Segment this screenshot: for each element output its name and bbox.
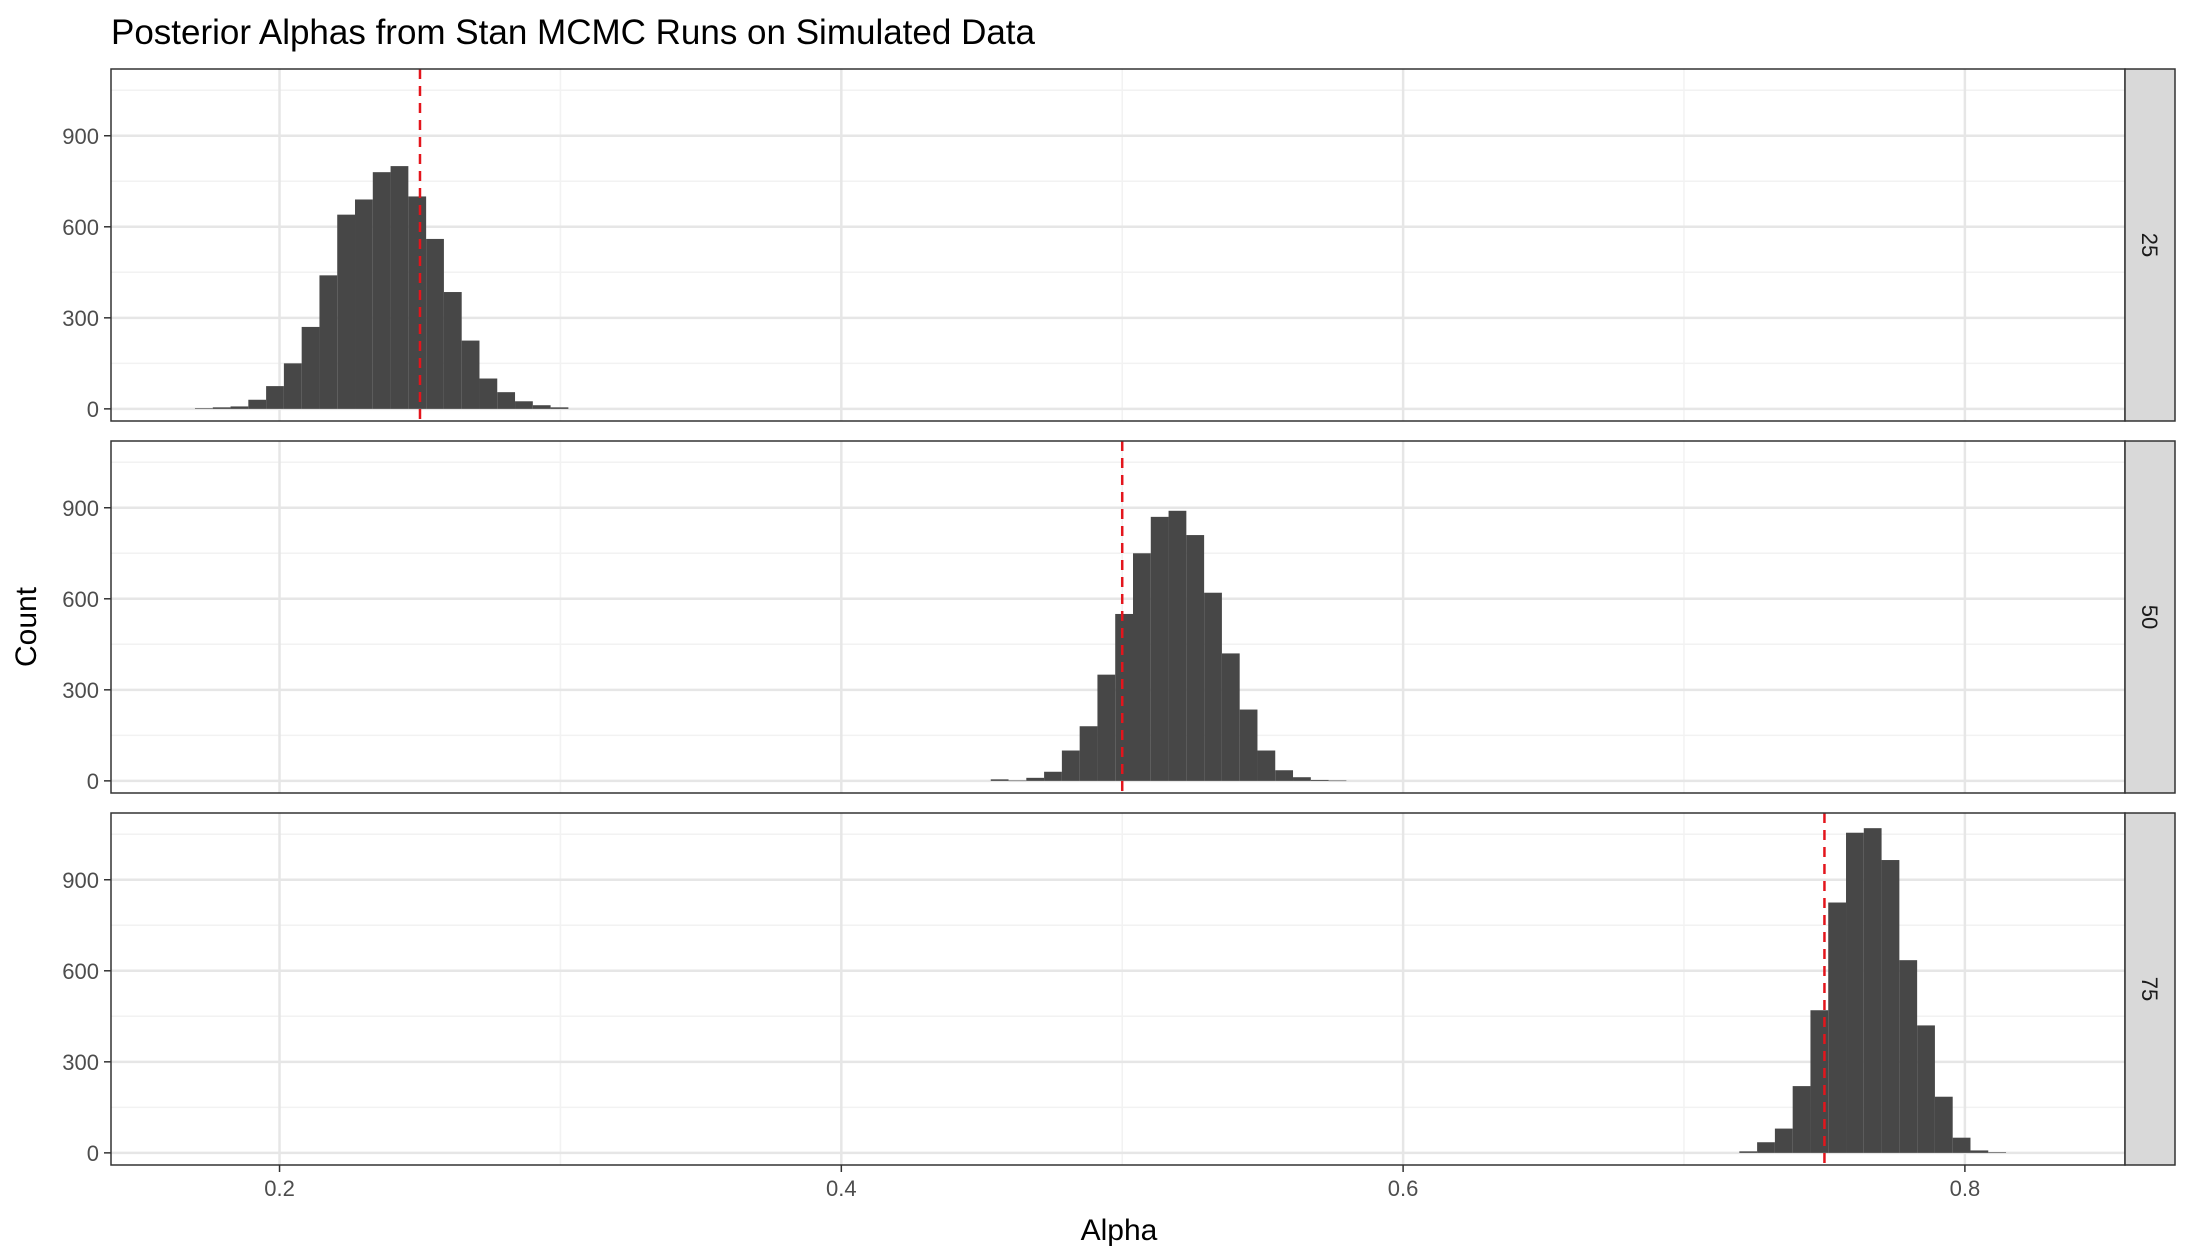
histogram-bar xyxy=(479,378,498,409)
x-tick-label: 0.8 xyxy=(1950,1176,1981,1201)
facet-strip-background xyxy=(2124,68,2176,422)
y-tick-label: 900 xyxy=(62,496,99,521)
histogram-bar xyxy=(1275,770,1294,781)
histogram-bar xyxy=(1881,860,1900,1153)
histogram-bar xyxy=(1328,780,1347,782)
histogram-bars xyxy=(194,166,569,409)
y-tick-label: 600 xyxy=(62,215,99,240)
histogram-bar xyxy=(515,401,533,409)
histogram-bar xyxy=(1008,780,1027,782)
facet-strip-label: 75 xyxy=(2137,977,2162,1001)
y-tick-label: 900 xyxy=(62,124,99,149)
histogram-bar xyxy=(1810,1010,1829,1153)
y-tick-label: 300 xyxy=(62,1050,99,1075)
histogram-bar xyxy=(1061,750,1080,781)
y-tick-label: 0 xyxy=(87,397,99,422)
histogram-bar xyxy=(532,405,551,409)
facet-strip: 25 xyxy=(2124,68,2176,422)
histogram-bar xyxy=(337,214,356,409)
histogram-bar xyxy=(230,406,249,409)
histogram-bar xyxy=(194,408,213,409)
histogram-bar xyxy=(1774,1128,1793,1153)
x-tick-label: 0.4 xyxy=(826,1176,857,1201)
x-axis-title: Alpha xyxy=(1081,1214,1158,1247)
y-axis-title: Count xyxy=(10,586,43,667)
y-tick-label: 300 xyxy=(62,306,99,331)
facet-panel-50: 0 300 600 900 50 xyxy=(62,440,2176,794)
histogram-bar xyxy=(497,392,516,409)
histogram-bar xyxy=(1970,1150,1989,1153)
histogram-bar xyxy=(1115,613,1133,781)
facet-strip-label: 25 xyxy=(2137,233,2162,257)
histogram-bar xyxy=(1952,1137,1971,1153)
histogram-bar xyxy=(355,199,373,409)
histogram-bars xyxy=(990,510,1347,782)
histogram-bar xyxy=(212,407,231,409)
histogram-bar xyxy=(1863,828,1882,1153)
histogram-bar xyxy=(1934,1096,1953,1153)
facet-strip-background xyxy=(2124,812,2176,1166)
y-tick-label: 0 xyxy=(87,769,99,794)
y-tick-label: 300 xyxy=(62,678,99,703)
histogram-bar xyxy=(390,166,409,409)
x-tick-label: 0.6 xyxy=(1388,1176,1419,1201)
facet-strip: 50 xyxy=(2124,440,2176,794)
histogram-bar xyxy=(1293,777,1311,781)
facet-panel-75: 0 300 600 900 75 xyxy=(62,812,2176,1166)
histogram-bar xyxy=(1239,709,1258,781)
histogram-bar xyxy=(1097,674,1116,781)
histogram-bar xyxy=(1257,750,1276,781)
histogram-bar xyxy=(1221,653,1240,781)
histogram-bar xyxy=(426,238,444,409)
histogram-bar xyxy=(1846,832,1864,1153)
histogram-bar xyxy=(319,275,338,409)
histogram-bar xyxy=(990,779,1009,781)
facet-strip-label: 50 xyxy=(2137,605,2162,629)
histogram-bar xyxy=(1739,1151,1758,1153)
histogram-bar xyxy=(1026,777,1045,781)
facet-panels: 0 300 600 900 25 0 300 600 900 50 0 300 600 900 75 xyxy=(62,68,2176,1166)
facet-panel-25: 0 300 600 900 25 xyxy=(62,68,2176,422)
y-tick-label: 0 xyxy=(87,1141,99,1166)
histogram-bar xyxy=(1310,779,1329,781)
histogram-bars xyxy=(1739,828,2007,1153)
y-tick-label: 600 xyxy=(62,959,99,984)
histogram-bar xyxy=(248,399,267,409)
chart-title: Posterior Alphas from Stan MCMC Runs on … xyxy=(111,13,1036,52)
histogram-bar xyxy=(1186,535,1205,781)
panel-background xyxy=(111,813,2125,1165)
histogram-bar xyxy=(1044,771,1062,781)
histogram-bar xyxy=(1792,1086,1811,1153)
histogram-bar xyxy=(408,196,427,409)
histogram-bar xyxy=(461,340,480,409)
histogram-bar xyxy=(1917,1025,1935,1153)
x-axis: 0.2 0.4 0.6 0.8 xyxy=(264,1165,1980,1201)
histogram-bar xyxy=(1899,960,1918,1153)
histogram-bar xyxy=(1132,553,1151,781)
facet-strip-background xyxy=(2124,440,2176,794)
histogram-bar xyxy=(266,386,284,409)
histogram-bar xyxy=(301,326,320,409)
histogram-bar xyxy=(550,407,569,409)
y-tick-label: 900 xyxy=(62,868,99,893)
histogram-bar xyxy=(1150,516,1169,781)
histogram-bar xyxy=(283,363,302,409)
histogram-bar xyxy=(1079,726,1098,781)
x-tick-label: 0.2 xyxy=(264,1176,295,1201)
histogram-bar xyxy=(443,292,462,409)
histogram-bar xyxy=(1757,1142,1775,1153)
y-tick-label: 600 xyxy=(62,587,99,612)
histogram-bar xyxy=(1988,1152,2007,1153)
histogram-bar xyxy=(1828,902,1847,1153)
histogram-bar xyxy=(372,172,391,409)
facet-strip: 75 xyxy=(2124,812,2176,1166)
histogram-bar xyxy=(1168,510,1187,781)
histogram-bar xyxy=(1204,592,1222,781)
